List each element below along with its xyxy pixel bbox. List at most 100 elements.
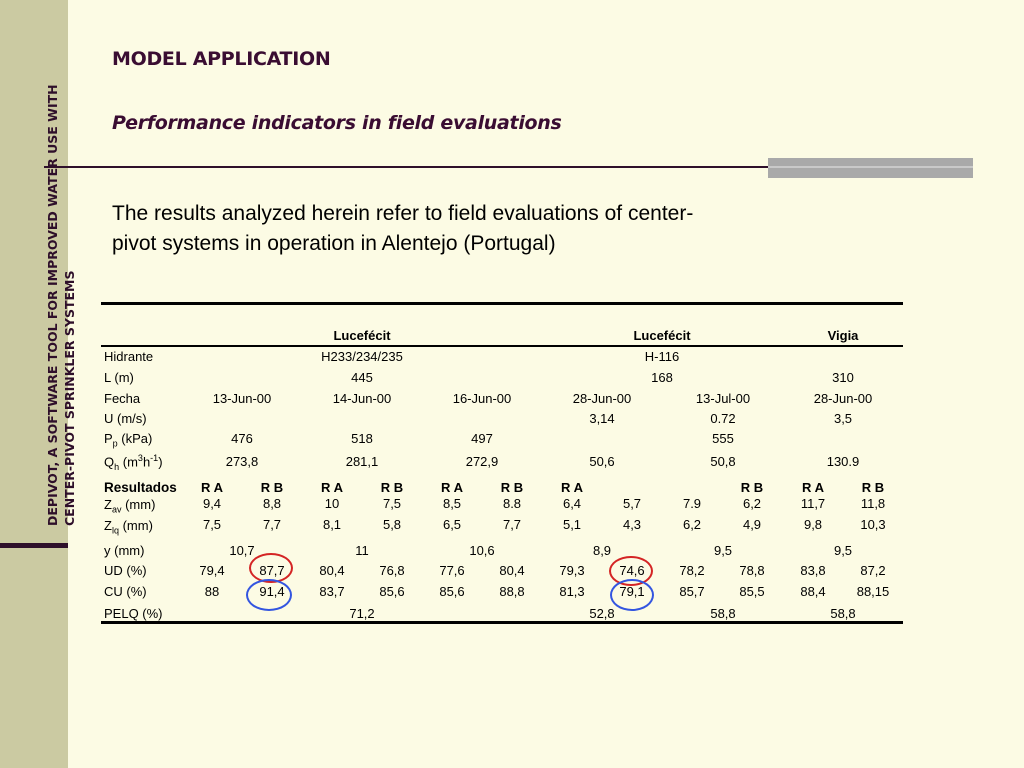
table-cell: 6,5	[442, 517, 462, 532]
table-cell: 28-Jun-00	[572, 391, 632, 406]
sidebar-title-line1: DEPIVOT, A SOFTWARE TOOL FOR IMPROVED WA…	[45, 84, 60, 526]
table-cell: 7,7	[262, 517, 282, 532]
table-cell: 476	[231, 431, 253, 446]
table-cell: 50,6	[589, 454, 615, 469]
zav-subscript: av	[111, 504, 122, 515]
table-cell: 78,8	[739, 563, 765, 578]
table-cell: 83,7	[319, 584, 345, 599]
table-cell: 85,5	[739, 584, 765, 599]
table-cell: 85,7	[679, 584, 705, 599]
table-cell: 7,5	[202, 517, 222, 532]
table-cell: 14-Jun-00	[332, 391, 392, 406]
row-label-u: U (m/s)	[104, 411, 147, 426]
row-label-ud: UD (%)	[104, 563, 147, 578]
slide-subheading: Performance indicators in field evaluati…	[112, 112, 562, 134]
row-label-hidrante: Hidrante	[104, 349, 154, 364]
subcolumn-header: R B	[500, 480, 524, 495]
subcolumn-header: R B	[260, 480, 284, 495]
row-label-pelq: PELQ (%)	[104, 606, 163, 621]
table-cell: 497	[471, 431, 493, 446]
table-top-rule	[101, 302, 903, 305]
qh-unit-a: (m	[119, 454, 138, 470]
subcolumn-header: R A	[441, 480, 463, 495]
table-cell: 6,2	[742, 496, 762, 511]
table-cell: 310	[832, 370, 854, 385]
table-cell: 85,6	[379, 584, 405, 599]
row-label-fecha: Fecha	[104, 391, 141, 406]
table-cell: 71,2	[349, 606, 375, 621]
zlq-symbol: Z	[104, 518, 112, 533]
table-cell: 78,2	[679, 563, 705, 578]
table-cell: 79,3	[559, 563, 585, 578]
table-cell: 5,1	[562, 517, 582, 532]
table-cell: 3,5	[833, 411, 853, 426]
table-cell: 5,7	[622, 496, 642, 511]
table-cell: 7.9	[682, 496, 702, 511]
row-label-resultados: Resultados	[104, 480, 177, 495]
table-cell: 88,4	[800, 584, 826, 599]
table-cell: 88,8	[499, 584, 525, 599]
table-cell: 8.8	[502, 496, 522, 511]
table-cell: 6,2	[682, 517, 702, 532]
table-cell: 11,8	[860, 496, 886, 511]
table-cell: 555	[712, 431, 734, 446]
qh-sup-a: 3	[137, 453, 143, 463]
group-header: Vigia	[827, 328, 859, 343]
table-cell: 58,8	[710, 606, 736, 621]
slide-heading: MODEL APPLICATION	[112, 48, 331, 70]
pp-symbol: P	[104, 431, 113, 446]
table-cell: 79,4	[199, 563, 225, 578]
sidebar-accent-bar	[0, 543, 68, 548]
subcolumn-header: R A	[201, 480, 223, 495]
table-cell: 9,4	[202, 496, 222, 511]
subcolumn-header: R A	[561, 480, 583, 495]
row-label-qh: Qh (m3h-1)	[104, 453, 163, 472]
table-cell: 0.72	[710, 411, 736, 426]
qh-symbol: Q	[104, 454, 115, 470]
table-cell: 10,3	[860, 517, 886, 532]
table-cell: 13-Jul-00	[695, 391, 751, 406]
intro-line1: The results analyzed herein refer to fie…	[112, 202, 694, 225]
table-cell: 9,5	[713, 543, 733, 558]
table-cell: 4,3	[622, 517, 642, 532]
highlight-circle-blue	[610, 579, 654, 611]
subcolumn-header: R B	[740, 480, 764, 495]
row-label-zav: Zav (mm)	[104, 497, 155, 515]
qh-sup-b: -1	[150, 453, 159, 463]
table-cell: 445	[351, 370, 373, 385]
highlight-circle-blue	[246, 579, 292, 611]
group-header: Lucefécit	[633, 328, 691, 343]
table-cell: 16-Jun-00	[452, 391, 512, 406]
table-cell: 76,8	[379, 563, 405, 578]
sidebar: DEPIVOT, A SOFTWARE TOOL FOR IMPROVED WA…	[0, 0, 77, 768]
table-cell: 88,15	[856, 584, 890, 599]
table-cell: H-116	[644, 349, 680, 364]
zav-symbol: Z	[104, 497, 112, 512]
sidebar-title: DEPIVOT, A SOFTWARE TOOL FOR IMPROVED WA…	[44, 14, 78, 526]
zlq-subscript: lq	[111, 525, 119, 536]
table-cell: 58,8	[830, 606, 856, 621]
table-cell: 8,9	[592, 543, 612, 558]
title-divider	[44, 166, 772, 168]
subcolumn-header: R A	[802, 480, 824, 495]
table-cell: 85,6	[439, 584, 465, 599]
table-cell: 52,8	[589, 606, 615, 621]
table-cell: 6,4	[562, 496, 582, 511]
table-cell: 10	[324, 496, 340, 511]
table-cell: 50,8	[710, 454, 736, 469]
row-label-y: y (mm)	[104, 543, 145, 558]
table-cell: 9,5	[833, 543, 853, 558]
intro-text: The results analyzed herein refer to fie…	[112, 199, 832, 259]
intro-line2: pivot systems in operation in Alentejo (…	[112, 232, 556, 255]
row-label-pp: Pp (kPa)	[104, 431, 152, 449]
table-cell: 88	[204, 584, 220, 599]
table-header-rule	[101, 345, 903, 347]
table-cell: 80,4	[319, 563, 345, 578]
table-cell: 10,7	[229, 543, 255, 558]
qh-subscript: h	[114, 461, 120, 472]
table-cell: 4,9	[742, 517, 762, 532]
row-label-zlq: Zlq (mm)	[104, 518, 153, 536]
table-cell: 87,2	[860, 563, 886, 578]
table-cell: 8,5	[442, 496, 462, 511]
table-cell: 8,1	[322, 517, 342, 532]
